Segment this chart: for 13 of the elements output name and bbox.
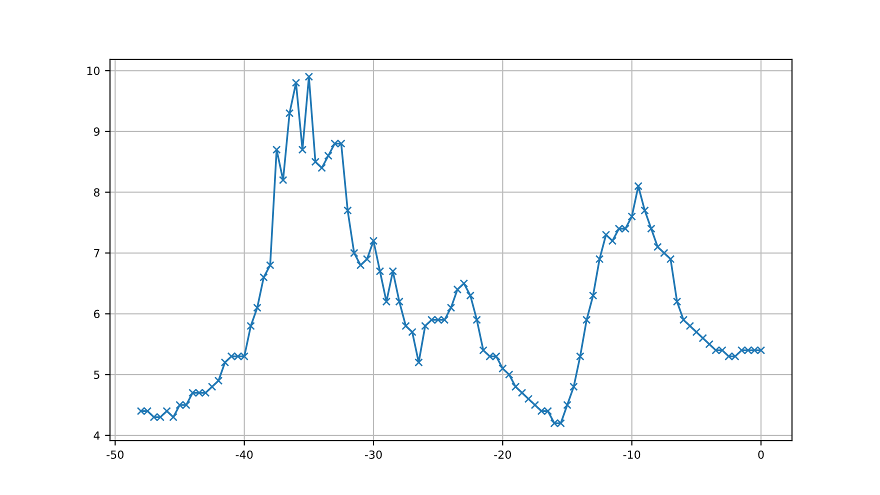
- x-tick-label: -10: [623, 450, 640, 459]
- x-tick-label: -30: [364, 450, 382, 459]
- y-tick-label: 8: [94, 188, 100, 197]
- y-tick-label: 5: [94, 370, 100, 379]
- x-tick-label: -40: [236, 450, 253, 459]
- x-tick-label: -20: [494, 450, 512, 459]
- y-tick-label: 4: [94, 432, 100, 440]
- x-tick-label: -50: [106, 450, 124, 459]
- y-tick-label: 7: [94, 249, 100, 258]
- y-tick-label: 9: [94, 127, 100, 136]
- x-tick-label: 0: [758, 450, 764, 459]
- y-tick-label: 10: [87, 66, 100, 76]
- y-tick-label: 6: [94, 310, 100, 318]
